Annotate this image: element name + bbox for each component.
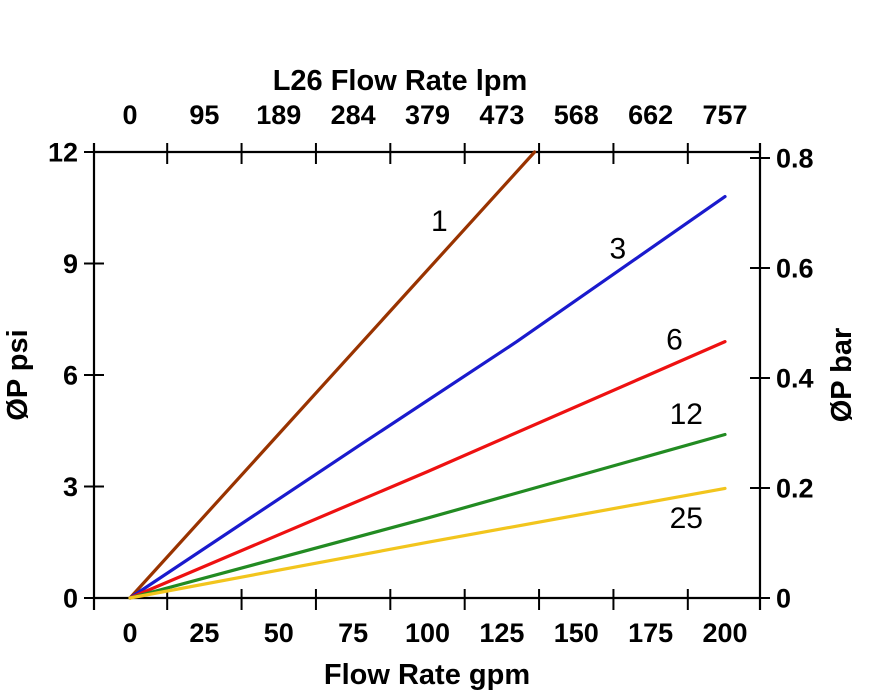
y-right-tick-label: 0.2 [776,474,814,504]
x-bottom-tick-label: 125 [479,618,524,648]
series-line-3 [128,195,727,600]
chart-dynamic-layer: 03691200.20.40.60.8002595501897528410037… [48,100,814,648]
x-top-tick-label: 662 [628,100,673,130]
x-top-tick-label: 568 [554,100,599,130]
y-right-tick-label: 0.4 [776,364,814,394]
chart-title: L26 Flow Rate lpm [273,65,528,97]
series-label-1: 1 [431,205,448,238]
x-top-tick-label: 757 [702,100,747,130]
y-right-tick-label: 0.8 [776,144,814,174]
y-left-tick-label: 6 [63,361,78,391]
x-top-tick-label: 189 [256,100,301,130]
series-line-6 [128,340,727,600]
x-top-tick-label: 379 [405,100,450,130]
x-bottom-tick-label: 150 [554,618,599,648]
y-left-tick-label: 9 [63,249,78,279]
series-label-3: 3 [610,233,627,266]
x-top-tick-label: 95 [189,100,219,130]
series-label-12: 12 [670,398,703,431]
series-line-25 [128,486,727,600]
x-axis-title-gpm: Flow Rate gpm [324,659,530,691]
x-bottom-tick-label: 50 [264,618,294,648]
y-right-tick-label: 0 [776,584,791,614]
series-label-25: 25 [670,502,703,535]
y-right-tick-label: 0.6 [776,254,814,284]
y-left-tick-label: 0 [63,584,78,614]
x-bottom-tick-label: 0 [122,618,137,648]
y-axis-title-psi: ØP psi [2,329,34,420]
x-bottom-tick-label: 100 [405,618,450,648]
x-top-tick-label: 0 [122,100,137,130]
y-axis-title-bar: ØP bar [826,328,858,423]
x-bottom-tick-label: 25 [189,618,219,648]
y-left-tick-label: 12 [48,138,78,168]
x-top-tick-label: 284 [331,100,376,130]
x-top-tick-label: 473 [479,100,524,130]
series-label-6: 6 [666,324,683,357]
series-line-12 [128,432,727,600]
series-line-1 [128,150,537,600]
x-bottom-tick-label: 75 [338,618,368,648]
x-bottom-tick-label: 175 [628,618,673,648]
x-bottom-tick-label: 200 [702,618,747,648]
y-left-tick-label: 3 [63,472,78,502]
